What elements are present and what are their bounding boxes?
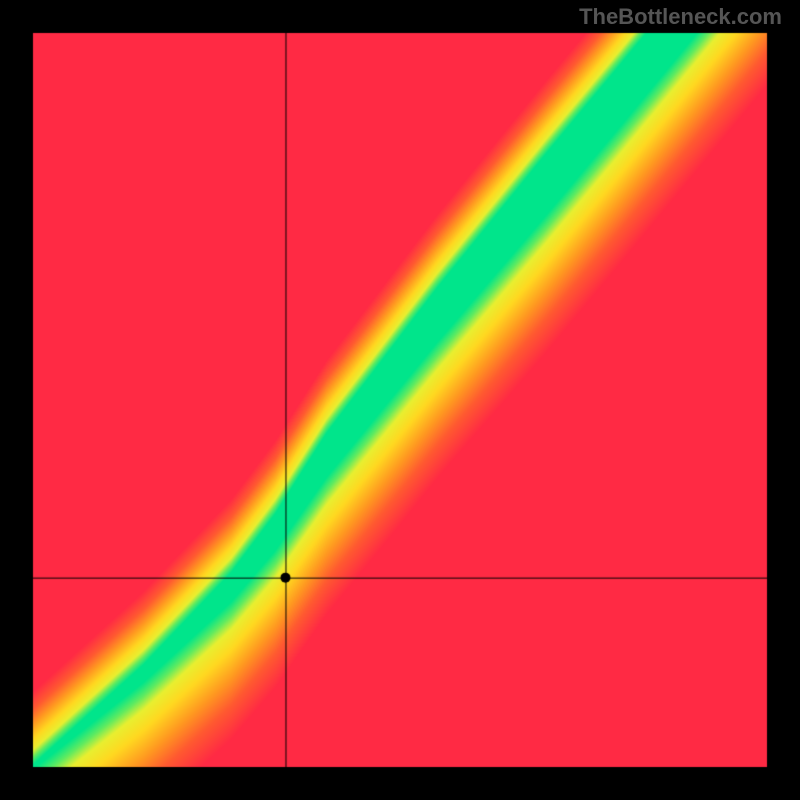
chart-container: TheBottleneck.com [0, 0, 800, 800]
watermark-text: TheBottleneck.com [579, 4, 782, 30]
bottleneck-heatmap [0, 0, 800, 800]
